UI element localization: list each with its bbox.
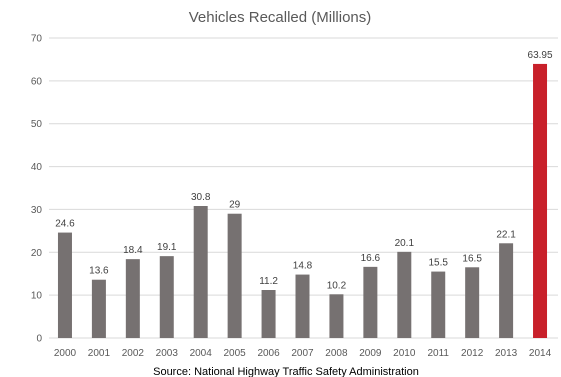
- data-label-2014: 63.95: [528, 50, 553, 61]
- y-tick-label: 20: [31, 248, 43, 259]
- data-label-2005: 29: [229, 200, 241, 211]
- bar-2008: [329, 294, 344, 338]
- data-label-2010: 20.1: [395, 238, 415, 249]
- data-label-2004: 30.8: [191, 192, 211, 203]
- bar-2007: [295, 274, 310, 338]
- x-tick-label: 2011: [427, 348, 449, 359]
- x-tick-label: 2004: [190, 348, 213, 359]
- data-label-2007: 14.8: [293, 261, 313, 272]
- y-tick-label: 50: [31, 119, 43, 130]
- data-label-2012: 16.5: [462, 253, 482, 264]
- data-label-2002: 18.4: [123, 245, 143, 256]
- y-tick-label: 60: [31, 76, 43, 87]
- x-tick-label: 2007: [291, 348, 314, 359]
- x-tick-label: 2008: [325, 348, 348, 359]
- bar-2000: [57, 232, 72, 338]
- data-label-2000: 24.6: [55, 219, 75, 230]
- x-tick-label: 2003: [156, 348, 179, 359]
- x-tick-label: 2002: [122, 348, 145, 359]
- data-label-2001: 13.6: [89, 266, 109, 277]
- bars: [57, 63, 548, 339]
- data-label-2003: 19.1: [157, 242, 177, 253]
- y-tick-label: 0: [36, 334, 42, 345]
- bar-2013: [499, 243, 514, 338]
- bar-2002: [125, 259, 140, 338]
- bar-2014: [533, 63, 548, 339]
- data-labels: 24.6 13.6 18.4 19.1 30.8 29 11.2 14.8 10.2 16.6 20…: [55, 50, 553, 291]
- bar-2001: [91, 279, 106, 338]
- x-tick-label: 2001: [88, 348, 111, 359]
- x-tick-label: 2005: [224, 348, 247, 359]
- y-tick-label: 70: [31, 34, 43, 45]
- bar-2006: [261, 290, 276, 338]
- x-tick-label: 2009: [359, 348, 382, 359]
- bar-2003: [159, 256, 174, 338]
- bar-2011: [431, 271, 446, 338]
- bar-2004: [193, 206, 208, 338]
- source-note: Source: National Highway Traffic Safety …: [153, 366, 419, 377]
- y-tick-label: 10: [31, 291, 43, 302]
- data-label-2011: 15.5: [428, 258, 448, 269]
- y-axis-ticks: 0 10 20 30 40 50 60 70: [31, 34, 43, 345]
- bar-2012: [465, 267, 480, 338]
- bar-2010: [397, 251, 412, 338]
- chart-title: Vehicles Recalled (Millions): [189, 9, 372, 26]
- y-tick-label: 40: [31, 162, 43, 173]
- data-label-2009: 16.6: [361, 253, 381, 264]
- data-label-2013: 22.1: [496, 229, 516, 240]
- x-axis-ticks: 2000 2001 2002 2003 2004 2005 2006 2007 2008 2009…: [54, 348, 552, 359]
- y-tick-label: 30: [31, 205, 43, 216]
- data-label-2008: 10.2: [327, 280, 347, 291]
- x-tick-label: 2014: [529, 348, 552, 359]
- x-tick-label: 2006: [257, 348, 280, 359]
- bar-2009: [363, 266, 378, 338]
- x-tick-label: 2012: [461, 348, 484, 359]
- x-tick-label: 2010: [393, 348, 416, 359]
- x-tick-label: 2000: [54, 348, 77, 359]
- data-label-2006: 11.2: [259, 276, 278, 287]
- bar-2005: [227, 213, 242, 338]
- x-tick-label: 2013: [495, 348, 518, 359]
